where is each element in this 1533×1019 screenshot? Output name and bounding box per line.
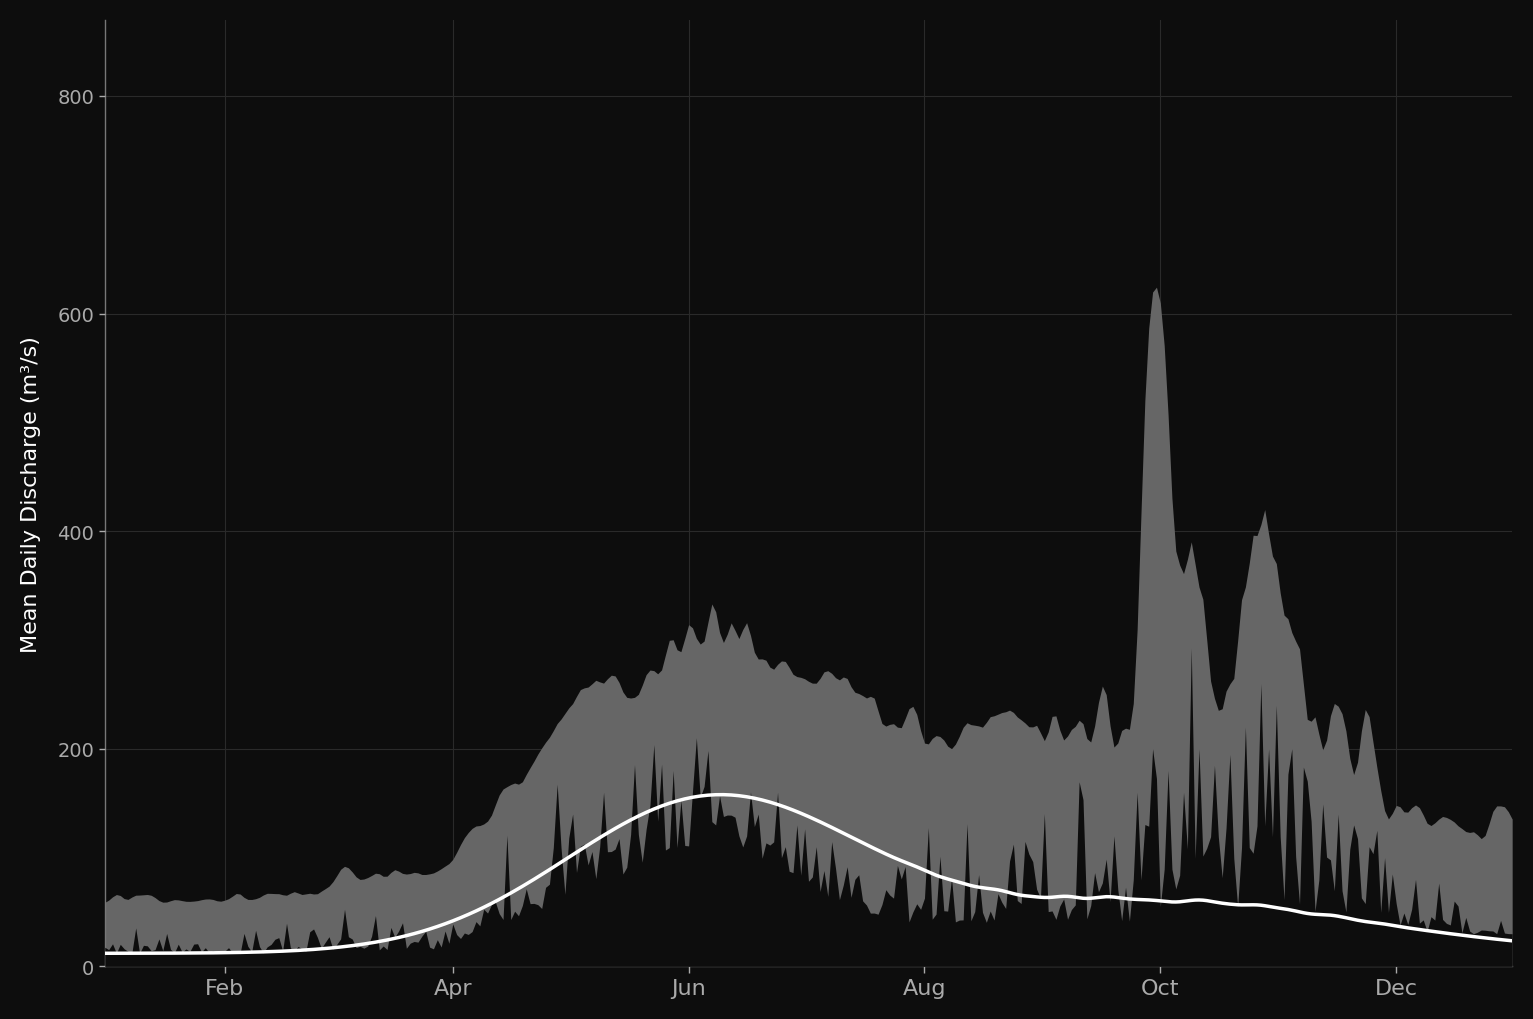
Y-axis label: Mean Daily Discharge (m³/s): Mean Daily Discharge (m³/s) (21, 335, 41, 652)
